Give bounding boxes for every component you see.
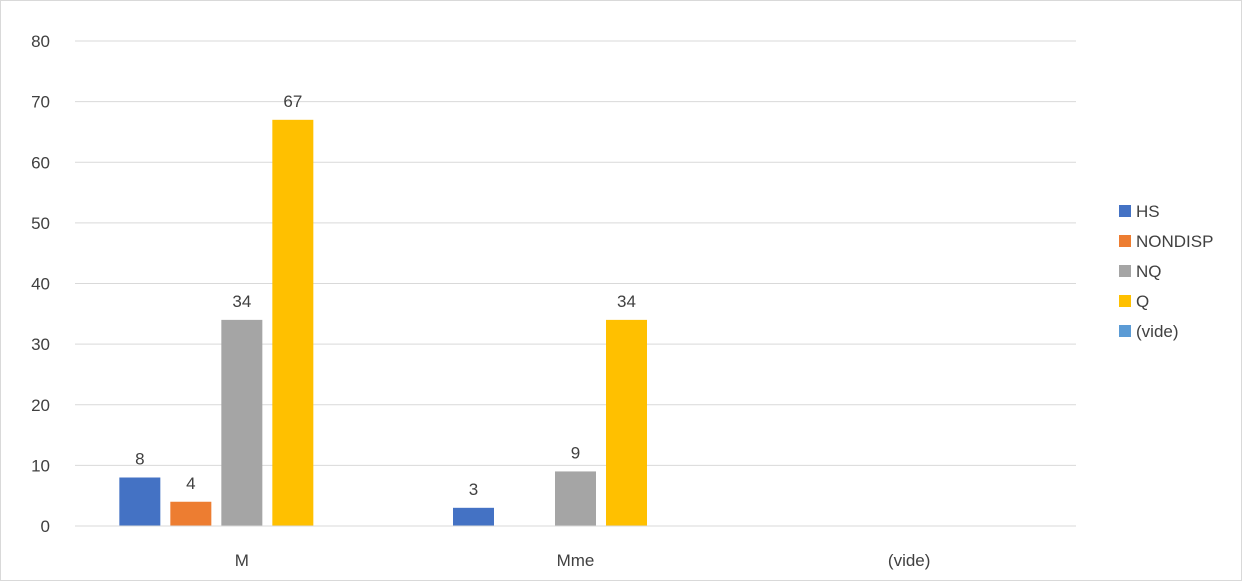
y-tick-label: 40	[31, 275, 50, 294]
legend-label: NONDISP	[1136, 232, 1213, 251]
y-tick-label: 0	[41, 517, 50, 536]
bar-hs-mme	[453, 507, 494, 526]
y-tick-label: 10	[31, 456, 50, 475]
data-label: 67	[283, 92, 302, 111]
axes: 0 10 20 30 40 50 60 70 80 M Mme (vide)	[31, 32, 1076, 570]
legend-swatch	[1119, 235, 1131, 247]
legend-swatch	[1119, 205, 1131, 217]
bar-nondisp-m	[170, 501, 212, 526]
data-label: 34	[232, 292, 251, 311]
bar-q-m	[272, 119, 314, 526]
x-tick-label: M	[235, 551, 249, 570]
legend-swatch	[1119, 325, 1131, 337]
legend-label: HS	[1136, 202, 1160, 221]
bar-hs-m	[119, 477, 161, 526]
bar-q-mme	[606, 319, 647, 526]
data-label: 9	[571, 443, 580, 462]
legend-swatch	[1119, 265, 1131, 277]
x-tick-label: Mme	[557, 551, 595, 570]
legend-swatch	[1119, 295, 1131, 307]
y-tick-label: 80	[31, 32, 50, 51]
legend-label: Q	[1136, 292, 1149, 311]
data-label: 4	[186, 474, 195, 493]
y-tick-label: 60	[31, 153, 50, 172]
data-label: 34	[617, 292, 636, 311]
legend-label: NQ	[1136, 262, 1162, 281]
legend: HS NONDISP NQ Q (vide)	[1119, 202, 1213, 341]
bar-nq-m	[221, 319, 263, 526]
data-label: 3	[469, 480, 478, 499]
y-tick-label: 30	[31, 335, 50, 354]
y-tick-label: 70	[31, 93, 50, 112]
y-tick-label: 20	[31, 396, 50, 415]
y-tick-label: 50	[31, 214, 50, 233]
bar-nq-mme	[555, 471, 596, 526]
bars	[119, 119, 647, 526]
x-tick-label: (vide)	[888, 551, 931, 570]
legend-label: (vide)	[1136, 322, 1179, 341]
data-label: 8	[135, 450, 144, 469]
data-labels: 8 4 34 67 3 9 34	[135, 92, 636, 499]
